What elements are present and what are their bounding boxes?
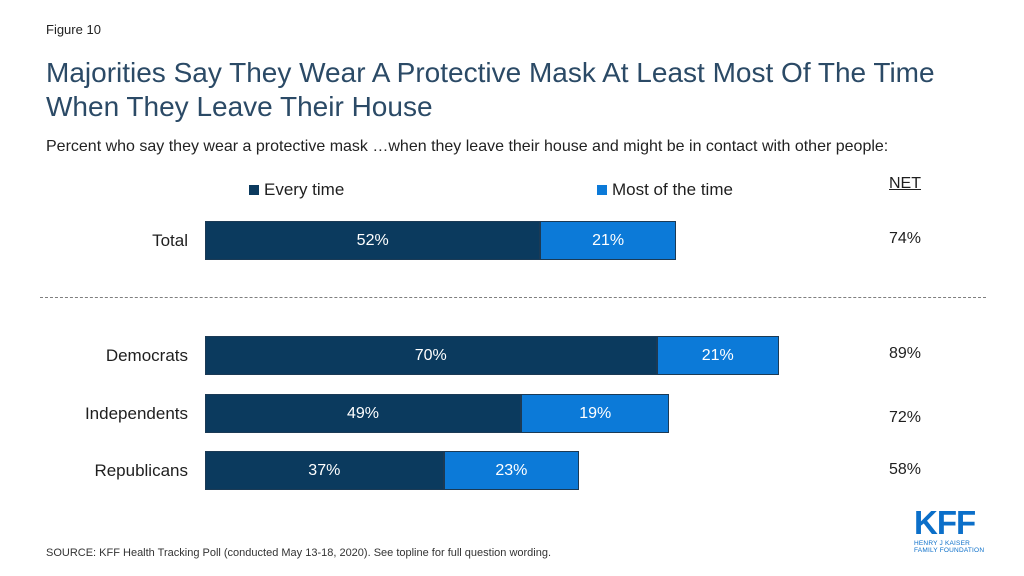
data-label-every-time-total: 52% xyxy=(356,231,389,249)
bar-most-of-the-time-republicans: 23% xyxy=(443,451,580,490)
net-value-total: 74% xyxy=(889,230,922,247)
logo-line-2: FAMILY FOUNDATION xyxy=(914,547,985,554)
data-label-most-of-the-time-republicans: 23% xyxy=(495,461,528,479)
legend-item-every-time: Every time xyxy=(249,180,344,200)
legend-swatch-most-of-the-time xyxy=(597,185,607,195)
legend-label-most-of-the-time: Most of the time xyxy=(612,180,733,199)
data-label-most-of-the-time-democrats: 21% xyxy=(701,346,734,364)
bar-most-of-the-time-democrats: 21% xyxy=(656,336,780,375)
category-label-republicans: Republicans xyxy=(94,461,188,480)
category-label-independents: Independents xyxy=(84,404,188,423)
net-value-democrats: 89% xyxy=(889,345,922,362)
legend-swatch-every-time xyxy=(249,185,259,195)
data-label-every-time-independents: 49% xyxy=(347,404,380,422)
chart-title: Majorities Say They Wear A Protective Ma… xyxy=(46,57,935,122)
bar-most-of-the-time-independents: 19% xyxy=(521,394,670,433)
bar-every-time-democrats: 70% xyxy=(205,336,657,375)
data-label-every-time-republicans: 37% xyxy=(308,461,341,479)
bar-every-time-republicans: 37% xyxy=(205,451,444,490)
group-divider xyxy=(40,297,986,298)
logo-wordmark: KFF xyxy=(914,504,976,541)
data-label-every-time-democrats: 70% xyxy=(414,346,447,364)
net-column-header: NET xyxy=(889,175,921,192)
data-label-most-of-the-time-independents: 19% xyxy=(579,404,612,422)
chart-subtitle: Percent who say they wear a protective m… xyxy=(46,138,889,155)
data-label-most-of-the-time-total: 21% xyxy=(592,231,625,249)
source-note: SOURCE: KFF Health Tracking Poll (conduc… xyxy=(46,547,552,559)
figure-label: Figure 10 xyxy=(46,22,101,37)
bar-most-of-the-time-total: 21% xyxy=(540,221,676,260)
legend-item-most-of-the-time: Most of the time xyxy=(597,180,733,200)
category-label-total: Total xyxy=(152,231,188,250)
category-label-democrats: Democrats xyxy=(105,346,188,365)
bar-every-time-total: 52% xyxy=(205,221,541,260)
logo-line-1: HENRY J KAISER xyxy=(914,540,971,547)
legend-label-every-time: Every time xyxy=(264,180,345,199)
net-value-independents: 72% xyxy=(889,409,922,426)
bar-every-time-independents: 49% xyxy=(205,394,522,433)
net-value-republicans: 58% xyxy=(889,461,922,478)
kff-logo: KFF HENRY J KAISER FAMILY FOUNDATION xyxy=(914,504,986,558)
